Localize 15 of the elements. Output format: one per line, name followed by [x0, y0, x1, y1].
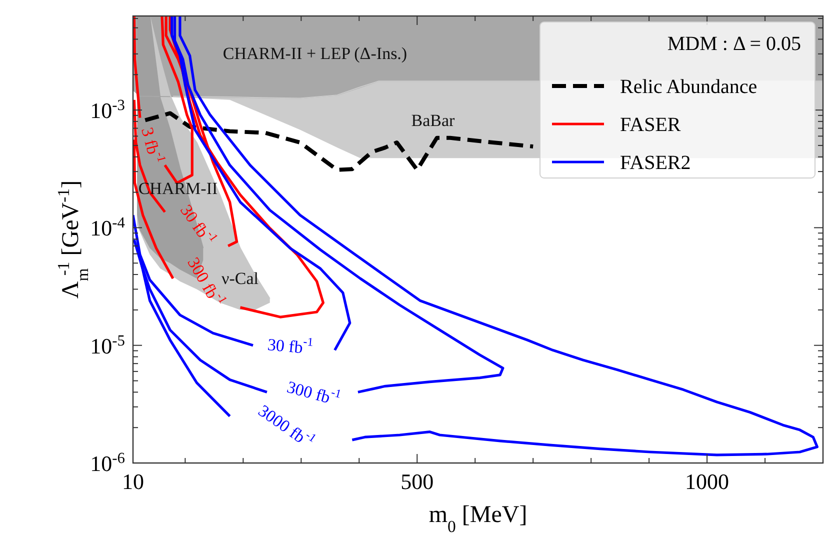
legend-title: MDM : Δ = 0.05	[667, 33, 801, 55]
annotation: CHARM-II + LEP (Δ-Ins.)	[222, 44, 408, 63]
annotation: 300 fb$^{-1}$	[284, 377, 343, 408]
x-tick-label: 500	[400, 469, 434, 494]
x-axis-title: m$_{0}$ [MeV]	[428, 502, 528, 536]
y-tick-label: 10$^{-5}$	[90, 332, 126, 358]
legend-label: FASER	[620, 114, 682, 136]
y-tick-label: 10$^{-3}$	[90, 96, 126, 124]
annotation: BaBar	[411, 110, 456, 130]
x-tick-label: 1000	[685, 469, 730, 494]
legend-label: Relic Abundance	[620, 76, 758, 98]
legend-label: FASER2	[620, 152, 691, 174]
y-tick-label: 10$^{-4}$	[90, 214, 126, 241]
annotation: 30 fb$^{-1}$	[266, 334, 314, 357]
annotation: ν-Cal	[222, 268, 259, 288]
